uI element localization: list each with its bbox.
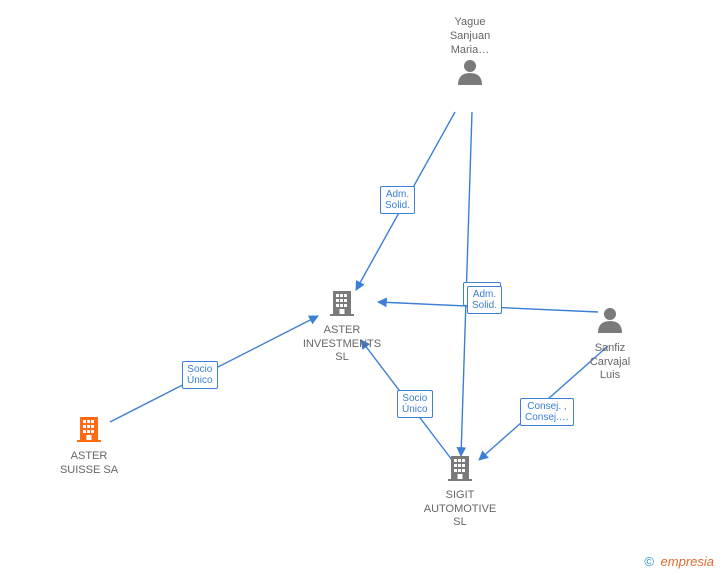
node-label: Yague Sanjuan Maria… xyxy=(425,16,515,57)
person-node[interactable]: Yague Sanjuan Maria… xyxy=(425,16,515,94)
edge-label: Socio Único xyxy=(182,361,218,389)
company-node[interactable]: ASTER SUISSE SA xyxy=(44,413,134,477)
brand-name: empresia xyxy=(661,554,714,569)
node-label: ASTER SUISSE SA xyxy=(44,450,134,478)
edge-label: Socio Único xyxy=(397,390,433,418)
node-label: SIGIT AUTOMOTIVE SL xyxy=(415,489,505,530)
person-node[interactable]: Sanfiz Carvajal Luis xyxy=(565,305,655,383)
person-icon xyxy=(425,57,515,92)
node-label: Sanfiz Carvajal Luis xyxy=(565,342,655,383)
company-node[interactable]: SIGIT AUTOMOTIVE SL xyxy=(415,452,505,530)
watermark: © empresia xyxy=(644,554,714,569)
copyright-symbol: © xyxy=(644,554,654,569)
person-icon xyxy=(565,305,655,340)
edge-label: Adm. Solid. xyxy=(467,286,502,314)
node-label: ASTER INVESTMENTS SL xyxy=(297,324,387,365)
edge-label: Consej. , Consej.… xyxy=(520,398,574,426)
edge-label: Adm. Solid. xyxy=(380,186,415,214)
building-icon xyxy=(44,413,134,448)
building-icon xyxy=(415,452,505,487)
company-node[interactable]: ASTER INVESTMENTS SL xyxy=(297,287,387,365)
building-icon xyxy=(297,287,387,322)
